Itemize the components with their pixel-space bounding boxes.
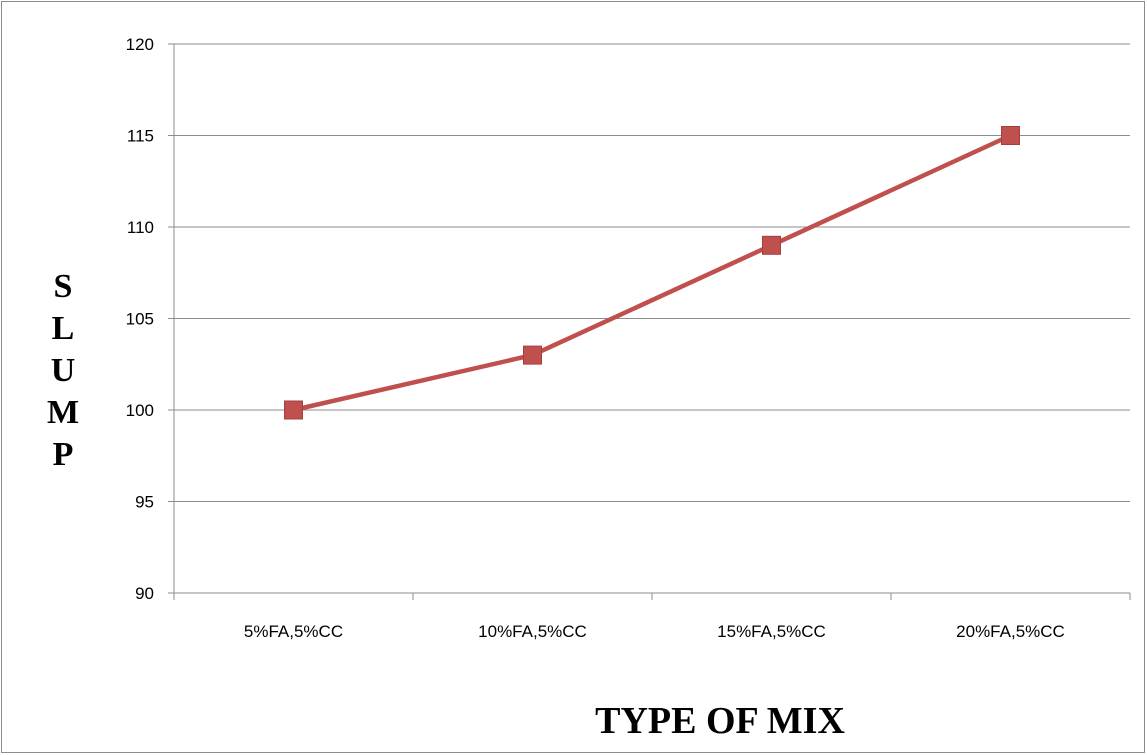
y-tick-label: 110 bbox=[127, 218, 154, 237]
x-tick-labels: 5%FA,5%CC 10%FA,5%CC 15%FA,5%CC 20%FA,5%CC bbox=[244, 622, 1065, 641]
x-tick-label: 5%FA,5%CC bbox=[244, 622, 343, 641]
data-point-marker bbox=[284, 400, 303, 420]
y-tick-label: 120 bbox=[126, 35, 154, 54]
y-tick-label: 115 bbox=[127, 127, 154, 146]
gridlines bbox=[174, 43, 1130, 502]
data-point-marker bbox=[1001, 126, 1020, 145]
y-axis-title-letter: P bbox=[53, 436, 74, 473]
y-axis-title-letter: L bbox=[52, 310, 75, 347]
y-tick-labels: 90 95 100 105 110 115 120 bbox=[126, 35, 154, 603]
y-tick-label: 100 bbox=[126, 401, 154, 420]
data-point-marker bbox=[523, 345, 542, 365]
y-axis-title-letter: M bbox=[47, 394, 79, 431]
x-tick-label: 10%FA,5%CC bbox=[478, 622, 587, 641]
x-tick-label: 15%FA,5%CC bbox=[717, 622, 826, 641]
y-axis-title-letter: S bbox=[54, 268, 73, 305]
y-tick-label: 90 bbox=[135, 584, 154, 603]
y-tick-label: 105 bbox=[126, 310, 154, 329]
axes bbox=[168, 43, 1131, 600]
x-axis-title: TYPE OF MIX bbox=[595, 700, 845, 742]
series bbox=[284, 126, 1020, 420]
y-axis-title-letter: U bbox=[51, 352, 76, 389]
series-line bbox=[292, 133, 1012, 413]
y-tick-label: 95 bbox=[135, 493, 154, 512]
x-tick-label: 20%FA,5%CC bbox=[956, 622, 1065, 641]
data-point-marker bbox=[762, 235, 781, 255]
